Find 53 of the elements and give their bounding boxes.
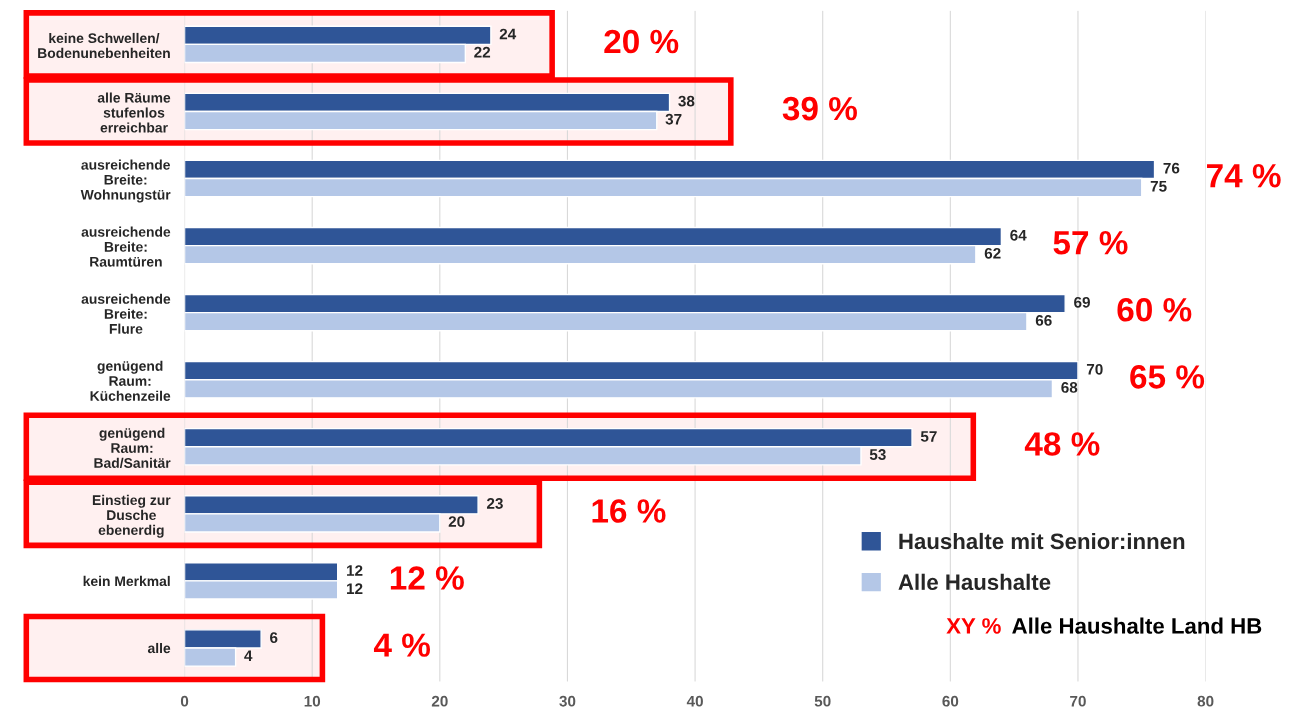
- data-label: 37: [665, 113, 682, 125]
- text: 74 %: [1207, 163, 1281, 188]
- y-tick-label: genügend Raum: Bad/Sanitär: [94, 427, 171, 469]
- data-label: 75: [1150, 181, 1167, 192]
- data-label: 64: [1010, 229, 1027, 241]
- data-label: 53: [869, 449, 886, 460]
- y-tick-label: Einstieg zur Dusche ebenerdig: [92, 494, 171, 538]
- y-tick-label: alle: [147, 642, 171, 654]
- data-label: 4: [244, 650, 253, 661]
- x-tick-label: 0: [180, 695, 189, 707]
- annotation: 20 %: [604, 29, 679, 54]
- annotation: 65 %: [1130, 365, 1205, 389]
- y-tick-label: ausreichende Breite: Raumtüren: [81, 226, 171, 267]
- data-label: 6: [270, 632, 278, 644]
- annotation: 60 %: [1117, 298, 1192, 322]
- data-label: 62: [984, 247, 1001, 259]
- data-label: 38: [678, 95, 695, 107]
- data-label: 57: [920, 431, 937, 442]
- data-label: 22: [474, 46, 491, 58]
- annotation: Alle Haushalte Land HB: [1012, 617, 1262, 634]
- annotation: 4 %: [373, 633, 431, 657]
- x-tick-label: 30: [559, 695, 576, 707]
- x-tick-label: 80: [1197, 695, 1214, 707]
- legend-label: Haushalte mit Senior:innen: [899, 532, 1185, 550]
- y-tick-label: keine Schwellen/ Bodenunebenheiten: [38, 32, 170, 59]
- y-tick-label: genügend Raum: Küchenzeile: [90, 360, 171, 401]
- x-tick-label: 20: [431, 695, 448, 707]
- data-label: 66: [1035, 314, 1052, 326]
- x-tick-label: 40: [686, 695, 703, 707]
- x-tick-label: 70: [1070, 695, 1086, 707]
- data-label: 20: [448, 516, 465, 527]
- annotation: XY %: [946, 618, 1001, 634]
- legend-label: Alle Haushalte: [898, 573, 1051, 591]
- y-tick-label: kein Merkmal: [83, 575, 170, 587]
- data-label: 12: [347, 565, 363, 576]
- y-tick-label: alle Räume stufenlos erreichbar: [97, 92, 171, 133]
- y-tick-label: ausreichende Breite: Wohnungstür: [80, 159, 171, 203]
- annotation: 48 %: [1024, 432, 1100, 456]
- annotation: 12 %: [390, 566, 464, 590]
- data-label: 23: [486, 498, 503, 509]
- annotation: 16 %: [592, 499, 666, 523]
- x-tick-label: 10: [304, 695, 321, 707]
- annotation: 39 %: [782, 96, 857, 121]
- data-label: 76: [1163, 162, 1180, 174]
- data-label: 24: [499, 28, 517, 40]
- data-label: 12: [347, 583, 363, 594]
- annotation: 57 %: [1053, 231, 1128, 255]
- data-label: 68: [1061, 382, 1078, 393]
- x-tick-label: 50: [814, 695, 831, 707]
- data-label: 70: [1086, 363, 1103, 375]
- x-tick-label: 60: [942, 695, 959, 707]
- data-label: 69: [1074, 296, 1090, 308]
- y-tick-label: ausreichende Breite: Flure: [81, 293, 171, 334]
